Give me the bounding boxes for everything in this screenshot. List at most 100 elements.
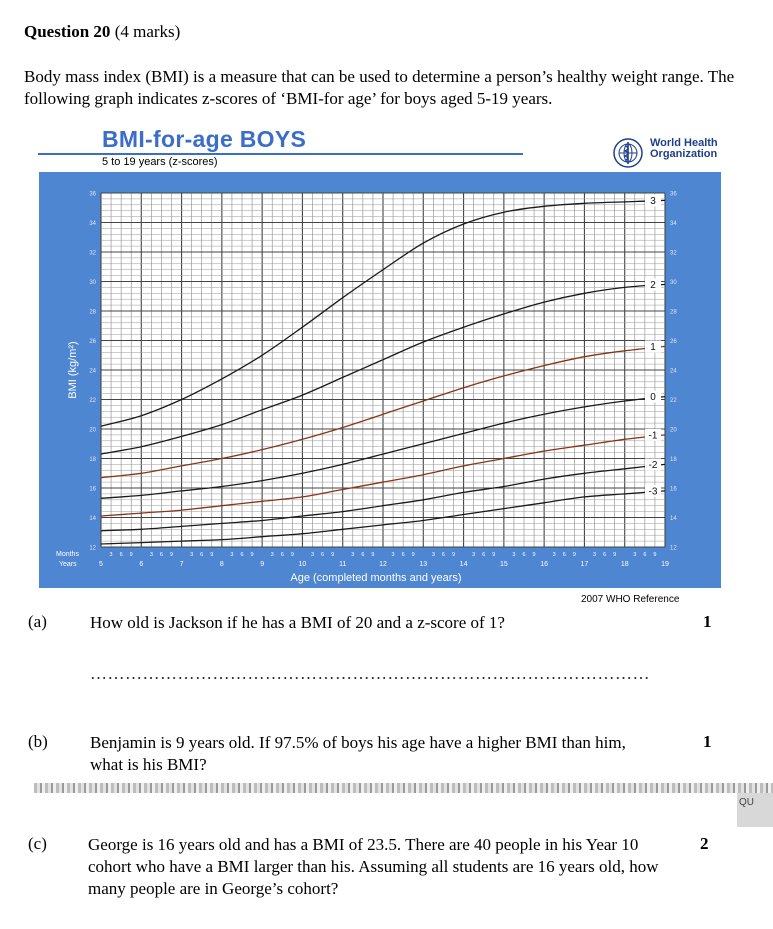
y-tick-label-left: 16 xyxy=(89,487,96,493)
z-score-curves xyxy=(100,199,666,545)
x-month-label: 3 xyxy=(351,552,354,558)
x-month-label: 9 xyxy=(573,552,576,558)
title-rule xyxy=(38,153,523,155)
x-month-label: 9 xyxy=(371,552,374,558)
y-tick-label-left: 12 xyxy=(89,546,96,552)
y-tick-label-right: 36 xyxy=(670,192,677,198)
y-tick-label-left: 34 xyxy=(89,221,96,227)
z-label-bg xyxy=(645,458,661,471)
x-month-label: 3 xyxy=(593,552,596,558)
y-tick-label-left: 18 xyxy=(89,457,96,463)
question-marks: (4 marks) xyxy=(114,22,181,41)
x-month-label: 9 xyxy=(210,552,213,558)
z-score-label--2: -2 xyxy=(649,460,658,471)
x-month-label: 3 xyxy=(190,552,193,558)
y-tick-label-right: 32 xyxy=(670,251,677,257)
x-month-label: 9 xyxy=(170,552,173,558)
chart-title: BMI-for-age BOYS xyxy=(102,126,307,152)
answer-line[interactable]: …………………………………………………………………………………… xyxy=(90,664,650,683)
x-month-label: 6 xyxy=(200,552,203,558)
z-score-label-1: 1 xyxy=(650,342,656,353)
x-month-label: 3 xyxy=(150,552,153,558)
question-heading: Question 20 (4 marks) xyxy=(24,22,180,42)
x-month-label: 6 xyxy=(321,552,324,558)
y-tick-label-right: 30 xyxy=(670,280,677,286)
z-curve-1 xyxy=(100,345,666,479)
scan-artifact-strip xyxy=(34,783,773,793)
z-curve--1 xyxy=(100,434,666,517)
z-label-bg xyxy=(645,194,661,207)
y-tick-label-right: 22 xyxy=(670,398,677,404)
z-label-bg xyxy=(645,390,661,403)
x-year-label: 19 xyxy=(661,561,669,568)
y-tick-label-left: 26 xyxy=(89,339,96,345)
y-tick-label-left: 36 xyxy=(89,192,96,198)
x-month-label: 6 xyxy=(402,552,405,558)
part-a-text: How old is Jackson if he has a BMI of 20… xyxy=(90,613,505,632)
z-score-labels: 3 2 1 0 -1 -2 -3 xyxy=(645,194,661,497)
x-month-label: 3 xyxy=(432,552,435,558)
x-month-label: 6 xyxy=(281,552,284,558)
x-year-label: 12 xyxy=(379,561,387,568)
part-b-label: (b) xyxy=(28,732,48,751)
x-month-label: 3 xyxy=(110,552,113,558)
question-number: Question 20 xyxy=(24,22,111,41)
x-year-label: 15 xyxy=(500,561,508,568)
y-tick-label-left: 20 xyxy=(89,428,96,434)
y-axis-label: BMI (kg/m²) xyxy=(67,341,79,398)
page-fragment-text: QU xyxy=(739,797,754,808)
x-month-label: 3 xyxy=(311,552,314,558)
x-year-label: 5 xyxy=(99,561,103,568)
x-month-label: 6 xyxy=(482,552,485,558)
x-month-label: 9 xyxy=(331,552,334,558)
y-tick-label-right: 16 xyxy=(670,487,677,493)
part-b-text: Benjamin is 9 years old. If 97.5% of boy… xyxy=(90,733,626,774)
x-month-label: 6 xyxy=(522,552,525,558)
x-year-label: 11 xyxy=(339,561,346,568)
part-a-marks: 1 xyxy=(703,612,712,631)
x-axis-label: Age (completed months and years) xyxy=(290,572,461,584)
y-tick-label-right: 20 xyxy=(670,428,677,434)
x-month-label: 3 xyxy=(472,552,475,558)
x-month-label: 6 xyxy=(643,552,646,558)
y-tick-label-right: 12 xyxy=(670,546,677,552)
x-month-label: 9 xyxy=(452,552,455,558)
y-tick-label-left: 24 xyxy=(89,369,96,375)
y-tick-label-right: 14 xyxy=(670,516,677,522)
chart-subtitle: 5 to 19 years (z-scores) xyxy=(102,156,218,168)
x-year-label: 18 xyxy=(621,561,629,568)
y-tick-label-left: 22 xyxy=(89,398,96,404)
y-tick-label-right: 18 xyxy=(670,457,677,463)
x-month-label: 9 xyxy=(653,552,656,558)
z-curve--2 xyxy=(100,463,666,532)
y-tick-label-left: 14 xyxy=(89,516,96,522)
x-year-label: 6 xyxy=(139,561,143,568)
x-month-label: 6 xyxy=(563,552,566,558)
z-label-bg xyxy=(645,278,661,291)
y-tick-label-right: 26 xyxy=(670,339,677,345)
x-month-label: 9 xyxy=(251,552,254,558)
x-year-label: 14 xyxy=(460,561,468,568)
x-year-label: 13 xyxy=(419,561,427,568)
part-c-text: George is 16 years old and has a BMI of … xyxy=(88,835,659,898)
z-curve-3 xyxy=(100,199,666,427)
x-month-label: 6 xyxy=(442,552,445,558)
chart-grid xyxy=(100,192,666,548)
part-c-label: (c) xyxy=(28,834,47,853)
x-year-label: 7 xyxy=(180,561,184,568)
x-month-label: 9 xyxy=(492,552,495,558)
z-score-label--1: -1 xyxy=(649,430,658,441)
x-year-label: 8 xyxy=(220,561,224,568)
x-month-label: 9 xyxy=(291,552,294,558)
z-score-label-0: 0 xyxy=(650,392,656,403)
z-score-label--3: -3 xyxy=(649,486,658,497)
x-month-label: 3 xyxy=(271,552,274,558)
y-tick-label-right: 34 xyxy=(670,221,677,227)
x-month-label: 6 xyxy=(361,552,364,558)
y-tick-label-left: 30 xyxy=(89,280,96,286)
y-tick-label-right: 28 xyxy=(670,310,677,316)
chart-reference: 2007 WHO Reference xyxy=(581,594,680,605)
who-name-line2: Organization xyxy=(650,148,718,160)
